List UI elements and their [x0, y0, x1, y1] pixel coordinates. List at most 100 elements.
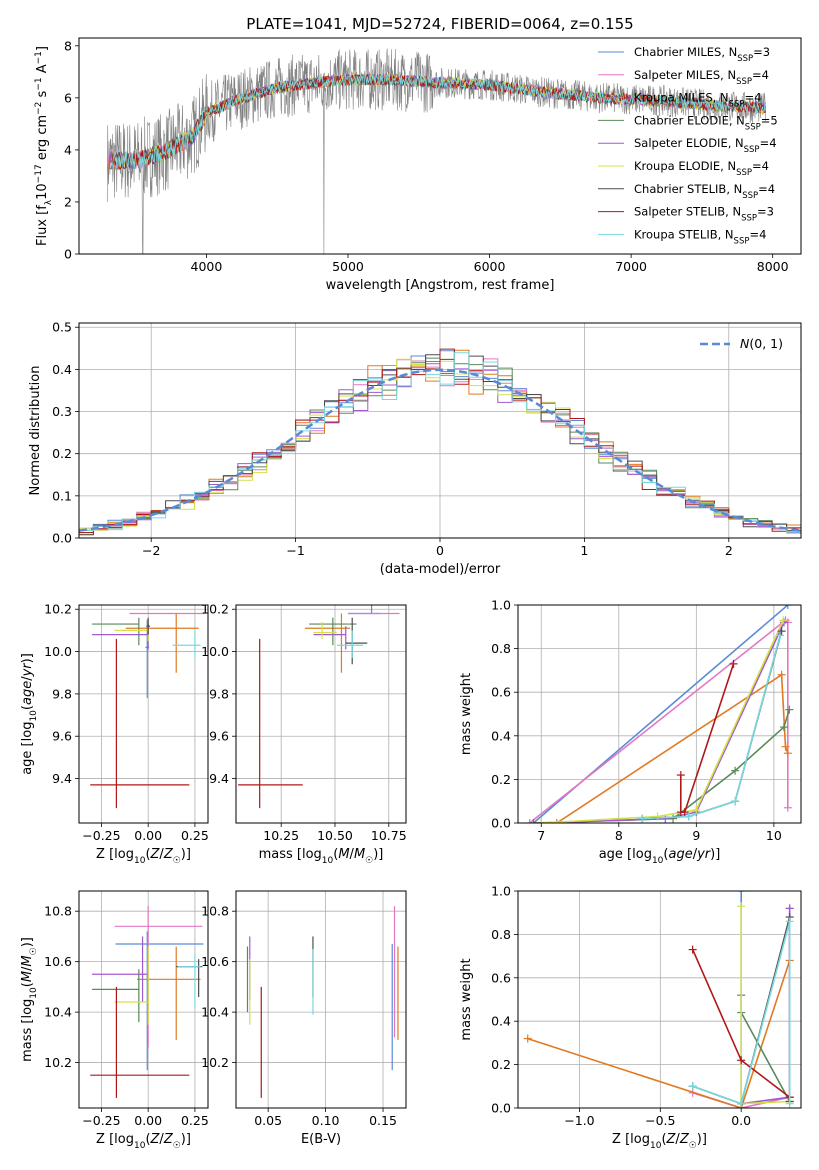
data-point-chabrier-elodie: [92, 969, 140, 1023]
mass-weight-marker: [688, 1082, 697, 1091]
residual-histogram: [79, 348, 801, 534]
tick-label-y: 0.4: [491, 728, 511, 743]
data-point-kroupa-miles: [136, 946, 201, 1040]
axes-massweight-vs-Z: −1.0 −0.5 0.0 0.0 0.2 0.4 0.6 0.8 1.0 Z [log10(Z/…: [459, 884, 802, 1151]
mass-weight-line: [642, 635, 781, 820]
x-axis-label: Z [log10(Z/Z☉)]: [96, 847, 191, 866]
mass-weight-marker: [783, 803, 792, 812]
plot-content: [106, 48, 766, 254]
axes-massweight-vs-age: 7 8 9 10 0.0 0.2 0.4 0.6 0.8 1.0 age [log10(age/yr…: [459, 598, 802, 866]
tick-label-y: 10.8: [44, 904, 72, 919]
tick-label-y: 0.2: [491, 772, 511, 787]
data-point-chabrier-miles: [115, 931, 204, 1071]
axes-residuals: −2 −1 0 1 2 0.0 0.1 0.2 0.3 0.4 0.5 N(0, 1) (data-mo…: [28, 320, 802, 577]
tick-label-x: 0.0: [731, 1113, 751, 1128]
data-point-salpeter-stelib: [90, 638, 190, 809]
tick-label-y: 0.6: [491, 970, 511, 985]
mass-weight-line: [527, 960, 791, 1108]
tick-label-x: 2: [725, 543, 733, 558]
mass-weight-marker: [785, 917, 794, 926]
tick-label-y: 0.4: [52, 362, 72, 377]
data-point-chabrier-stelib: [176, 959, 203, 997]
mass-weight-marker: [785, 705, 794, 714]
tick-label-x: −0.5: [645, 1113, 675, 1128]
legend-label: Kroupa MILES, NSSP=4: [634, 91, 761, 110]
x-axis-label: Z [log10(Z/Z☉)]: [96, 1132, 191, 1151]
data-point-salpeter-stelib: [238, 638, 303, 809]
tick-label-x: 4000: [191, 259, 223, 274]
data-point-salpeter-stelib: [90, 986, 190, 1098]
tick-label-x: 6000: [474, 259, 506, 274]
tick-label-x: 10.25: [263, 828, 299, 843]
tick-label-x: 0.05: [254, 1113, 282, 1128]
mass-weight-marker: [684, 812, 693, 821]
mass-weight-marker: [785, 1099, 794, 1108]
mass-weight-line: [556, 673, 789, 823]
tick-label-y: 0.1: [52, 488, 72, 503]
spectrum-model-line: [111, 72, 766, 170]
tick-label-x: 10.75: [371, 828, 407, 843]
axes-mass-vs-Z: −0.25 0.00 0.25 10.2 10.4 10.6 10.8 Z [log10(Z/…: [20, 890, 209, 1151]
tick-label-x: 8000: [757, 259, 789, 274]
tick-label-y: 8: [64, 38, 72, 53]
y-axis-label: Flux [fλ10−17 erg cm−2 s−1 A−1]: [34, 46, 54, 246]
tick-label-y: 10.2: [44, 602, 72, 617]
data-point-kroupa-miles: [304, 613, 351, 673]
y-axis-label: Normed distribution: [28, 366, 43, 496]
tick-label-y: 1.0: [491, 884, 511, 899]
axes-mass-vs-ebv: 0.05 0.10 0.15 10.2 10.4 10.6 10.8 E(B-V): [201, 890, 407, 1147]
legend-label: Salpeter MILES, NSSP=4: [634, 68, 769, 87]
mass-weight-marker: [692, 805, 701, 814]
tick-label-x: 5000: [332, 259, 364, 274]
tick-label-y: 10.2: [201, 1055, 229, 1070]
mass-weight-marker: [525, 819, 534, 823]
axes-frame: [78, 37, 802, 255]
tick-label-y: 10.0: [201, 644, 229, 659]
tick-label-y: 9.8: [209, 686, 229, 701]
x-axis-label: age [log10(age/yr)]: [599, 847, 721, 866]
axes-frame: [78, 890, 209, 1109]
data-point-kroupa-elodie: [114, 619, 149, 641]
mass-weight-line: [533, 709, 791, 823]
tick-label-y: 10.8: [201, 904, 229, 919]
tick-label-y: 0.3: [52, 404, 72, 419]
tick-label-y: 0.0: [52, 531, 72, 546]
axes-frame: [517, 890, 802, 1109]
plot-content: [79, 348, 801, 536]
mass-weight-line: [541, 619, 784, 823]
tick-label-x: 9: [692, 828, 700, 843]
data-point-salpeter-miles: [114, 906, 203, 1048]
figure-title: PLATE=1041, MJD=52724, FIBERID=0064, z=0…: [246, 15, 633, 33]
tick-label-x: 0.00: [134, 1113, 162, 1128]
tick-label-y: 10.6: [44, 954, 72, 969]
tick-label-x: 7000: [615, 259, 647, 274]
tick-label-y: 10.4: [201, 1005, 229, 1020]
tick-label-x: 7: [537, 828, 545, 843]
tick-label-y: 0: [64, 247, 72, 262]
tick-label-y: 10.0: [44, 644, 72, 659]
mass-weight-marker: [737, 891, 746, 895]
axes-frame: [78, 604, 209, 824]
tick-label-y: 0.2: [52, 446, 72, 461]
mass-weight-marker: [731, 766, 740, 775]
tick-label-x: 0.10: [312, 1113, 340, 1128]
mass-weight-marker: [638, 814, 647, 823]
tick-label-y: 10.4: [44, 1005, 72, 1020]
tick-label-x: 0.00: [134, 828, 162, 843]
mass-weight-marker: [529, 819, 538, 823]
plot-content: [90, 906, 204, 1098]
data-point-chabrier-stelib: [345, 617, 368, 665]
plot-area: 4000 5000 6000 7000 8000 0 2 4 6 8 Chabrier MILES,…: [20, 37, 802, 1151]
data-point-salpeter-elodie: [92, 936, 149, 1003]
tick-label-x: −1.0: [564, 1113, 594, 1128]
axes-frame: [235, 890, 407, 1109]
legend: N(0, 1): [700, 336, 783, 351]
data-point-kroupa-elodie: [114, 946, 149, 1025]
tick-label-y: 0.5: [52, 320, 72, 335]
tick-label-y: 1.0: [491, 598, 511, 613]
tick-label-y: 10.6: [201, 954, 229, 969]
legend-label: Chabrier MILES, NSSP=3: [634, 45, 770, 64]
data-point-chabrier-elodie: [309, 617, 357, 646]
tick-label-y: 0.8: [491, 927, 511, 942]
tick-label-y: 10.2: [44, 1055, 72, 1070]
